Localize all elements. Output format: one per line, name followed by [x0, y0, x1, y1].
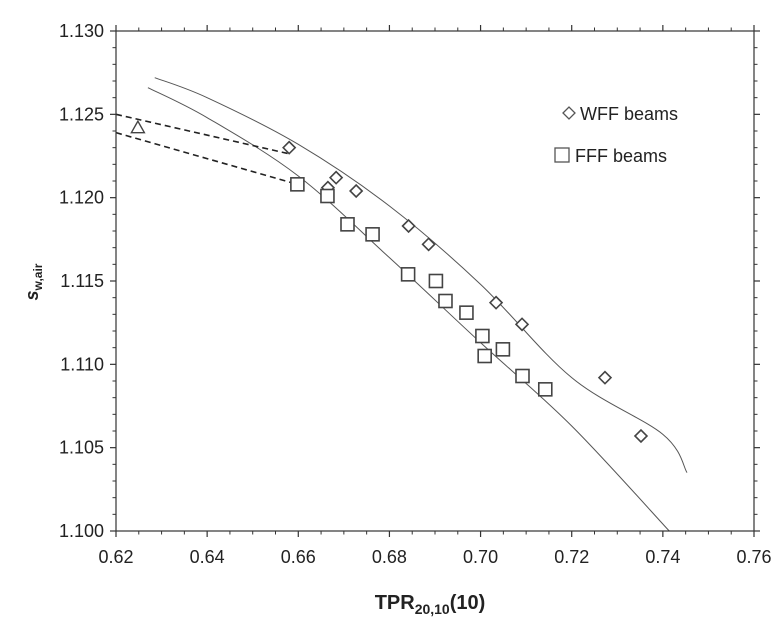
- fff-point: [537, 382, 553, 397]
- x-axis-title: TPR20,10(10): [375, 592, 486, 617]
- fff-point: [477, 348, 492, 364]
- x-tick-label: 0.64: [190, 547, 225, 567]
- fff-point: [365, 227, 380, 242]
- legend-entry-fff: FFF beams: [554, 146, 667, 166]
- y-tick-label: 1.130: [59, 21, 104, 41]
- dashed-extrapolations: [115, 113, 298, 186]
- axes: [110, 25, 760, 537]
- wff-point: [597, 370, 613, 385]
- triangle-point: [130, 119, 146, 134]
- legend: WFF beams FFF beams: [554, 104, 678, 166]
- dashed-extrapolation-line: [115, 131, 298, 186]
- y-tick-label: 1.120: [59, 188, 104, 208]
- x-tick-label: 0.66: [281, 547, 316, 567]
- fff-point: [459, 305, 474, 320]
- y-axis-title: sw,air: [22, 263, 45, 300]
- fff-point: [290, 177, 305, 192]
- wff-point: [349, 183, 364, 199]
- legend-label-fff: FFF beams: [575, 146, 667, 166]
- data-points: [130, 119, 649, 444]
- wff-point: [401, 218, 416, 234]
- y-tick-label: 1.105: [59, 438, 104, 458]
- fit-curve-wff: [154, 77, 688, 473]
- fff-point: [320, 188, 335, 204]
- x-tick-label: 0.68: [372, 547, 407, 567]
- x-tick-label: 0.76: [736, 547, 771, 567]
- x-tick-label: 0.70: [463, 547, 498, 567]
- fff-point: [400, 267, 416, 282]
- fff-point: [495, 342, 511, 357]
- wff-point: [328, 170, 344, 185]
- wff-point: [421, 237, 436, 252]
- fff-point: [438, 293, 453, 309]
- legend-diamond-marker: [562, 106, 576, 120]
- legend-square-marker: [554, 147, 570, 163]
- wff-point: [633, 428, 649, 444]
- tick-labels: 0.62 0.64 0.66 0.68 0.70 0.72 0.74 0.76 1.100 1.1…: [59, 21, 772, 567]
- wff-point: [488, 295, 504, 310]
- x-tick-label: 0.62: [98, 547, 133, 567]
- wff-point: [282, 140, 297, 155]
- y-tick-label: 1.125: [59, 104, 104, 124]
- fff-point: [340, 217, 355, 232]
- dashed-extrapolation-line: [115, 113, 292, 156]
- fit-curve-fff: [147, 87, 670, 532]
- legend-label-wff: WFF beams: [580, 104, 678, 124]
- fff-point: [428, 273, 444, 289]
- legend-entry-wff: WFF beams: [562, 104, 678, 124]
- fit-curves: [147, 77, 688, 532]
- y-tick-label: 1.115: [60, 271, 104, 291]
- x-tick-label: 0.72: [554, 547, 589, 567]
- y-tick-label: 1.100: [59, 521, 104, 541]
- fff-point: [475, 328, 490, 344]
- fff-point: [515, 368, 530, 384]
- y-tick-label: 1.110: [60, 354, 104, 374]
- wff-point: [514, 317, 530, 332]
- x-tick-label: 0.74: [645, 547, 680, 567]
